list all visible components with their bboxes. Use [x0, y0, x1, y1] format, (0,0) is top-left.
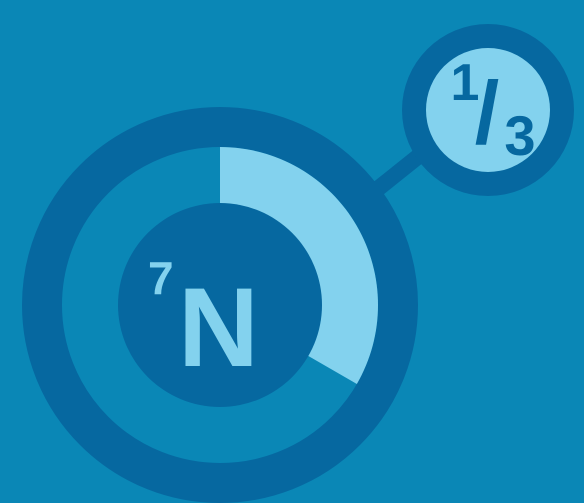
- fraction-numerator: 1: [451, 54, 480, 112]
- fraction-badge-icon: [426, 48, 550, 172]
- fraction-slash: /: [475, 63, 499, 162]
- fraction-denominator: 3: [504, 104, 535, 167]
- atomic-number: 7: [148, 252, 174, 304]
- inner-disc-icon: [118, 203, 322, 407]
- outer-ring-icon: [22, 107, 418, 503]
- element-symbol: N: [178, 265, 259, 390]
